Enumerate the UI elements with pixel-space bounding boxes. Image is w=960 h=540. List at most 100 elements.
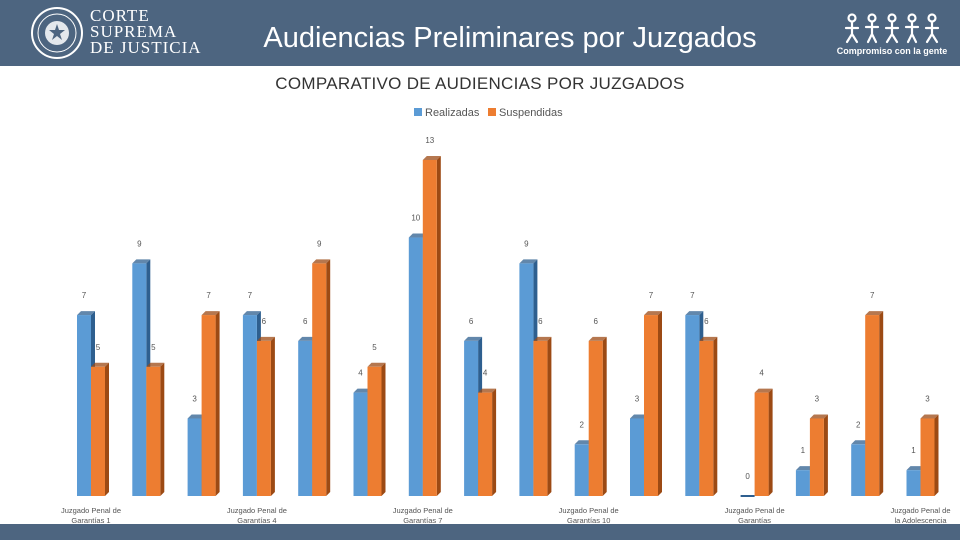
bar-suspendidas [367, 366, 382, 496]
bar-side [160, 362, 165, 496]
bar-side [270, 336, 275, 496]
data-label: 9 [317, 239, 322, 248]
header-bar: CORTE SUPREMA DE JUSTICIA Audiencias Pre… [0, 0, 960, 66]
bar-realizadas [464, 340, 479, 496]
category-tick-label: la Adolescencia [894, 516, 947, 525]
legend-swatch-realizadas [414, 108, 422, 116]
legend-item-suspendidas: Suspendidas [488, 107, 563, 119]
bar-top [132, 259, 151, 264]
logo-line: CORTE [90, 6, 150, 25]
bar-top [256, 336, 275, 341]
category-tick-label: Juzgado Penal de [890, 506, 950, 515]
bar-top [478, 388, 497, 393]
bar-suspendidas [865, 315, 880, 496]
bar-suspendidas [809, 418, 824, 496]
bar-suspendidas [146, 366, 161, 496]
bar-realizadas [408, 237, 423, 497]
corte-suprema-logo: CORTE SUPREMA DE JUSTICIA [30, 6, 230, 60]
data-label: 7 [690, 291, 695, 300]
bar-suspendidas [754, 392, 769, 496]
bar-top [77, 311, 95, 316]
bar-side [713, 336, 718, 496]
bar-realizadas [242, 315, 257, 496]
bar-suspendidas [422, 160, 437, 496]
bar-suspendidas [478, 392, 493, 496]
bar-side [105, 362, 109, 496]
data-label: 1 [911, 446, 916, 455]
bar-top [146, 362, 165, 367]
bar-side [658, 311, 662, 496]
data-label: 3 [192, 394, 197, 403]
data-label: 7 [248, 291, 253, 300]
footer-bar [0, 524, 960, 540]
bar-top [920, 414, 939, 419]
bar-side [823, 414, 828, 496]
data-label: 6 [469, 317, 474, 326]
data-label: 9 [524, 239, 529, 248]
bar-side [934, 414, 939, 496]
bar-realizadas [298, 340, 313, 496]
bar-side [215, 311, 220, 496]
data-label: 3 [925, 394, 930, 403]
bar-realizadas [187, 418, 202, 496]
data-label: 6 [538, 317, 543, 326]
bar-suspendidas [588, 340, 603, 496]
data-label: 6 [704, 317, 709, 326]
legend-swatch-suspendidas [488, 108, 496, 116]
chart-title: COMPARATIVO DE AUDIENCIAS POR JUZGADOS [275, 74, 685, 93]
bar-side [768, 388, 773, 496]
category-tick-label: Garantías 4 [237, 516, 276, 525]
bar-realizadas [630, 418, 644, 496]
bar-side [492, 388, 497, 496]
bar-top [464, 336, 483, 341]
bar-top [865, 311, 884, 316]
category-tick-label: Garantías 7 [403, 516, 442, 525]
category-tick-label: Juzgado Penal de [61, 506, 121, 515]
data-label: 7 [206, 291, 211, 300]
bar-realizadas [740, 495, 755, 497]
data-label: 0 [745, 472, 750, 481]
bar-side [381, 362, 386, 496]
bar-top [754, 388, 773, 393]
bar-suspendidas [256, 340, 271, 496]
page-title: Audiencias Preliminares por Juzgados [263, 22, 757, 54]
bar-suspendidas [533, 340, 548, 496]
bar-realizadas [795, 470, 810, 496]
seal-icon [31, 7, 83, 59]
category-tick-label: Garantías 10 [567, 516, 610, 525]
data-label: 4 [483, 369, 488, 378]
bar-realizadas [906, 470, 921, 496]
data-label: 4 [759, 369, 764, 378]
data-label: 9 [137, 239, 142, 248]
data-label: 6 [303, 317, 308, 326]
data-label: 13 [425, 136, 434, 145]
bar-top [699, 336, 718, 341]
data-label: 10 [411, 214, 420, 223]
bar-realizadas [353, 392, 368, 496]
bar-top [367, 362, 386, 367]
compromiso-logo: Compromiso con la gente [836, 12, 948, 62]
bar-suspendidas [91, 366, 105, 496]
bar-top [630, 414, 648, 419]
bar-side [879, 311, 884, 496]
legend-label: Suspendidas [499, 107, 563, 119]
bar-side [547, 336, 552, 496]
bar-side [602, 336, 607, 496]
data-label: 5 [372, 343, 377, 352]
bar-top [242, 311, 261, 316]
category-tick-label: Juzgado Penal de [559, 506, 619, 515]
logo-line: SUPREMA [90, 22, 178, 41]
bar-top [298, 336, 317, 341]
data-label: 6 [262, 317, 267, 326]
data-label: 5 [151, 343, 156, 352]
bar-top [201, 311, 220, 316]
bar-realizadas [685, 315, 700, 496]
bar-top [795, 466, 814, 471]
data-label: 5 [96, 343, 101, 352]
logo-caption: Compromiso con la gente [836, 46, 948, 56]
logo-wordmark: CORTE SUPREMA DE JUSTICIA [90, 6, 202, 56]
bar-top [685, 311, 704, 316]
data-label: 7 [82, 291, 87, 300]
category-tick-label: Garantías 1 [71, 516, 110, 525]
